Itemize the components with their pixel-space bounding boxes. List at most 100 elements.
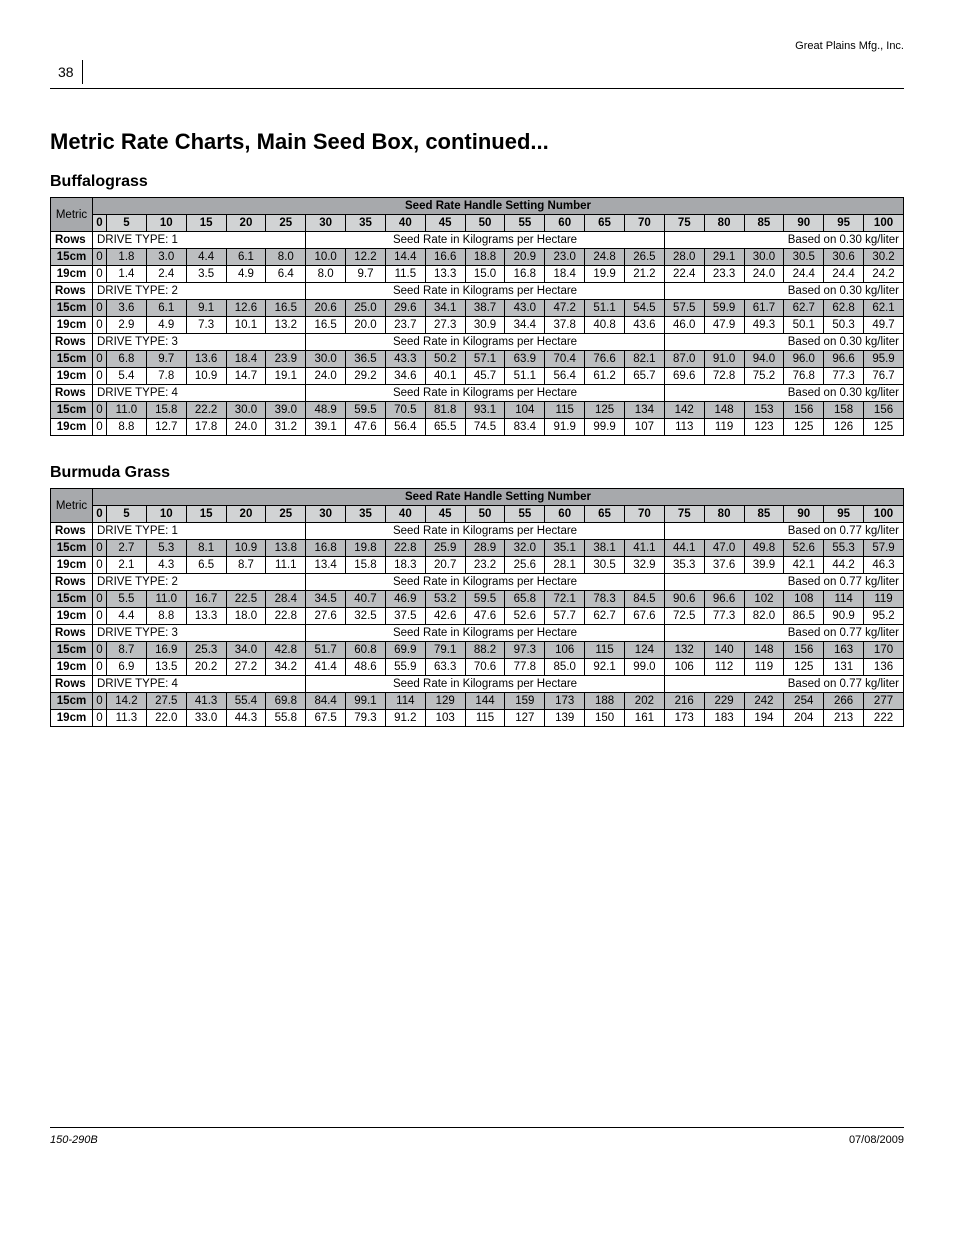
- drive-type-label: DRIVE TYPE: 1: [93, 232, 306, 249]
- rate-value: 4.3: [146, 557, 186, 574]
- rate-value: 88.2: [465, 642, 505, 659]
- rate-value: 16.5: [266, 300, 306, 317]
- rate-value: 37.5: [385, 608, 425, 625]
- rate-value: 119: [744, 659, 784, 676]
- rows-label: Rows: [51, 574, 93, 591]
- rate-value: 50.2: [425, 351, 465, 368]
- rate-value: 84.4: [306, 693, 346, 710]
- rate-value: 29.2: [346, 368, 386, 385]
- rate-value: 51.1: [505, 368, 545, 385]
- density-note: Based on 0.77 kg/liter: [664, 625, 903, 642]
- rate-value: 67.5: [306, 710, 346, 727]
- rate-value: 2.7: [107, 540, 147, 557]
- density-note: Based on 0.77 kg/liter: [664, 574, 903, 591]
- rate-value: 115: [465, 710, 505, 727]
- rate-value: 77.3: [824, 368, 864, 385]
- rows-label: Rows: [51, 283, 93, 300]
- drive-type-label: DRIVE TYPE: 3: [93, 625, 306, 642]
- rate-value: 30.0: [226, 402, 266, 419]
- setting-number: 35: [346, 506, 386, 523]
- rate-value: 44.2: [824, 557, 864, 574]
- rate-value: 14.7: [226, 368, 266, 385]
- rate-value: 8.8: [107, 419, 147, 436]
- rate-value: 30.2: [864, 249, 904, 266]
- rate-value: 52.6: [505, 608, 545, 625]
- rate-value: 6.9: [107, 659, 147, 676]
- rate-value: 0: [93, 540, 107, 557]
- rate-value: 158: [824, 402, 864, 419]
- rate-value: 91.0: [704, 351, 744, 368]
- rate-value: 62.1: [864, 300, 904, 317]
- rate-value: 114: [824, 591, 864, 608]
- rate-value: 9.1: [186, 300, 226, 317]
- rate-value: 119: [704, 419, 744, 436]
- rate-value: 8.0: [266, 249, 306, 266]
- rate-value: 123: [744, 419, 784, 436]
- rate-value: 76.6: [585, 351, 625, 368]
- drive-mid-text: Seed Rate in Kilograms per Hectare: [306, 676, 665, 693]
- rate-value: 72.8: [704, 368, 744, 385]
- setting-number: 30: [306, 506, 346, 523]
- rate-value: 148: [744, 642, 784, 659]
- rate-value: 37.6: [704, 557, 744, 574]
- rate-value: 202: [624, 693, 664, 710]
- rate-value: 42.1: [784, 557, 824, 574]
- rate-value: 15.0: [465, 266, 505, 283]
- rate-value: 18.4: [226, 351, 266, 368]
- rate-value: 0: [93, 419, 107, 436]
- rate-value: 43.0: [505, 300, 545, 317]
- settings-header: Seed Rate Handle Setting Number: [93, 489, 904, 506]
- setting-number: 25: [266, 506, 306, 523]
- settings-header: Seed Rate Handle Setting Number: [93, 198, 904, 215]
- rate-value: 13.3: [425, 266, 465, 283]
- rate-value: 90.6: [664, 591, 704, 608]
- rate-value: 77.3: [704, 608, 744, 625]
- rate-value: 0: [93, 249, 107, 266]
- setting-number: 50: [465, 215, 505, 232]
- rate-value: 23.2: [465, 557, 505, 574]
- rate-value: 91.9: [545, 419, 585, 436]
- rate-value: 57.5: [664, 300, 704, 317]
- rate-value: 3.0: [146, 249, 186, 266]
- setting-number: 60: [545, 506, 585, 523]
- rate-value: 129: [425, 693, 465, 710]
- rate-value: 38.7: [465, 300, 505, 317]
- drive-mid-text: Seed Rate in Kilograms per Hectare: [306, 283, 665, 300]
- page-footer: 150-290B 07/08/2009: [50, 1127, 904, 1146]
- rate-value: 30.0: [306, 351, 346, 368]
- rate-value: 106: [664, 659, 704, 676]
- setting-number: 20: [226, 506, 266, 523]
- rate-value: 216: [664, 693, 704, 710]
- rate-value: 79.1: [425, 642, 465, 659]
- rate-value: 106: [545, 642, 585, 659]
- setting-number: 65: [585, 215, 625, 232]
- density-note: Based on 0.30 kg/liter: [664, 283, 903, 300]
- rate-value: 144: [465, 693, 505, 710]
- rate-value: 56.4: [545, 368, 585, 385]
- row-spacing-label: 15cm: [51, 642, 93, 659]
- rate-value: 4.9: [146, 317, 186, 334]
- rate-value: 156: [864, 402, 904, 419]
- rate-value: 47.9: [704, 317, 744, 334]
- setting-number: 80: [704, 215, 744, 232]
- rate-value: 41.1: [624, 540, 664, 557]
- rate-value: 18.3: [385, 557, 425, 574]
- setting-number: 70: [624, 506, 664, 523]
- rate-value: 82.1: [624, 351, 664, 368]
- rate-value: 60.8: [346, 642, 386, 659]
- drive-type-label: DRIVE TYPE: 4: [93, 385, 306, 402]
- setting-number: 75: [664, 215, 704, 232]
- rate-value: 19.8: [346, 540, 386, 557]
- setting-number: 100: [864, 215, 904, 232]
- rate-value: 1.8: [107, 249, 147, 266]
- rate-value: 150: [585, 710, 625, 727]
- setting-number: 100: [864, 506, 904, 523]
- setting-number: 90: [784, 215, 824, 232]
- rate-value: 61.7: [744, 300, 784, 317]
- rate-value: 8.1: [186, 540, 226, 557]
- rate-value: 32.9: [624, 557, 664, 574]
- rate-value: 47.0: [704, 540, 744, 557]
- rate-value: 53.2: [425, 591, 465, 608]
- rate-value: 0: [93, 659, 107, 676]
- rate-value: 126: [824, 419, 864, 436]
